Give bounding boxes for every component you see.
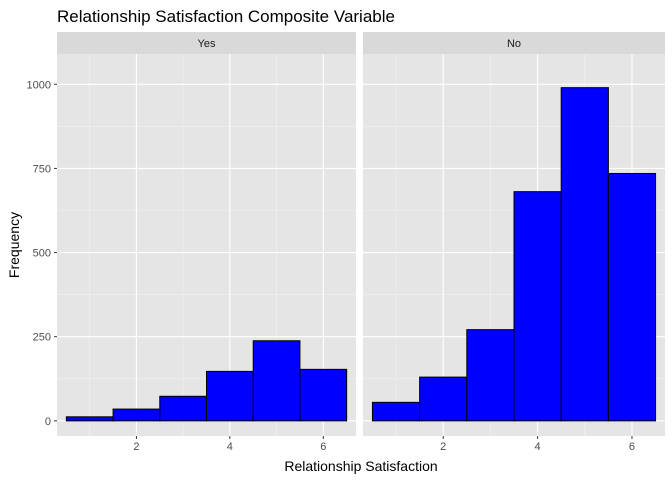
bar-no-bin-2	[419, 376, 468, 422]
y-tick-label: 500	[33, 248, 51, 260]
bar-no-bin-3	[466, 329, 515, 422]
x-tick-label: 4	[535, 441, 541, 453]
x-tick-label: 2	[133, 441, 139, 453]
bar-no-bin-6	[607, 172, 657, 422]
bar-no-bin-5	[560, 87, 609, 422]
facet-strip-label-no: No	[507, 38, 521, 50]
x-axis-title: Relationship Satisfaction	[284, 458, 437, 474]
x-tick-label: 2	[440, 441, 446, 453]
facet-strip-yes	[57, 32, 356, 54]
y-tick-label: 1000	[27, 79, 51, 91]
bar-yes-bin-2	[112, 408, 161, 422]
x-axis-ticks-no: 2 4 6	[440, 436, 635, 453]
bar-yes-bin-4	[206, 370, 254, 422]
bar-yes-bin-1	[65, 416, 114, 422]
x-axis-ticks-yes: 2 4 6	[133, 436, 326, 453]
facet-strip-label-yes: Yes	[198, 38, 216, 50]
y-axis-title: Frequency	[6, 212, 22, 278]
bars-yes	[65, 340, 348, 422]
x-tick-label: 6	[320, 441, 326, 453]
bar-no-bin-1	[371, 401, 421, 422]
x-tick-label: 6	[629, 441, 635, 453]
facet-yes: Yes 2 4 6	[57, 32, 356, 453]
y-axis-ticks: 0 250 500 750 1000	[27, 79, 57, 428]
x-tick-label: 4	[227, 441, 233, 453]
y-tick-label: 250	[33, 332, 51, 344]
y-tick-label: 750	[33, 163, 51, 175]
bar-yes-bin-6	[299, 368, 348, 422]
chart-title: Relationship Satisfaction Composite Vari…	[57, 7, 395, 26]
bars-no	[371, 87, 657, 422]
bar-no-bin-4	[513, 191, 562, 422]
bar-yes-bin-5	[252, 340, 301, 422]
y-tick-label: 0	[45, 416, 51, 428]
facet-no: No 2 4 6	[363, 32, 665, 453]
bar-yes-bin-3	[159, 395, 207, 422]
facet-strip-no	[363, 32, 665, 54]
